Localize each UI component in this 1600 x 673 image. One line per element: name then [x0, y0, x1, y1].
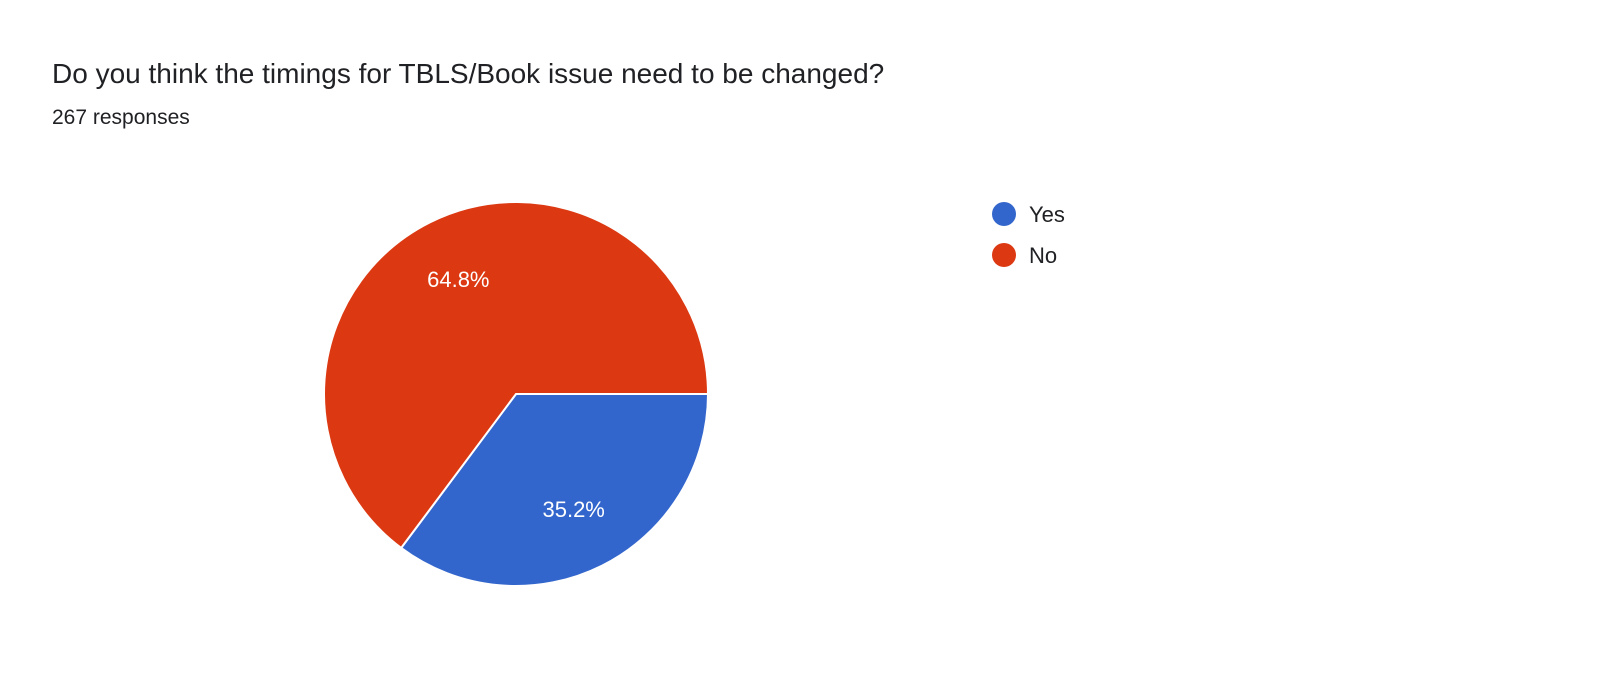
slice-label-no: 64.8% [427, 267, 489, 292]
response-count: 267 responses [52, 106, 190, 129]
slice-label-yes: 35.2% [542, 497, 604, 522]
legend-label-yes[interactable]: Yes [1029, 202, 1065, 227]
legend-marker-yes [992, 202, 1016, 226]
legend-label-no[interactable]: No [1029, 243, 1057, 268]
pie-slice-yes[interactable] [399, 393, 710, 587]
chart-title: Do you think the timings for TBLS/Book i… [52, 58, 885, 89]
legend-marker-no [992, 243, 1016, 267]
pie-slice-no[interactable] [323, 201, 710, 550]
